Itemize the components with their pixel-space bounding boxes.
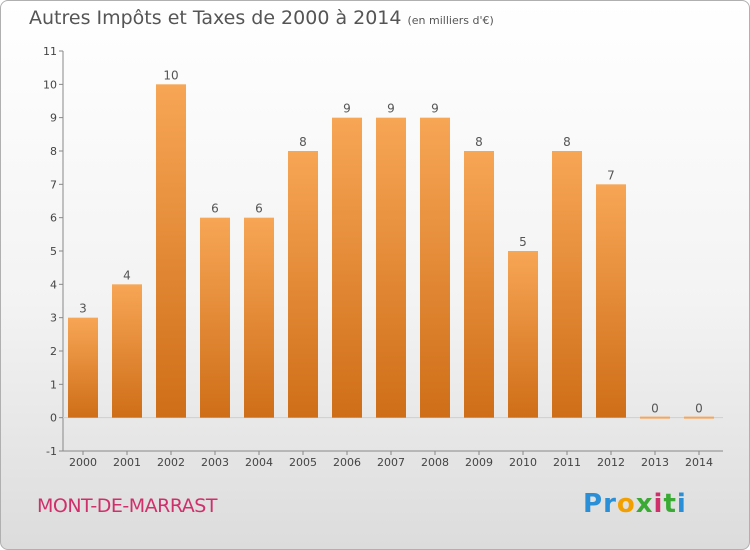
y-tick-label: 8 — [50, 145, 57, 158]
data-label: 4 — [123, 268, 131, 282]
bar — [420, 117, 450, 418]
y-tick-label: 11 — [43, 45, 57, 58]
x-tick-label: 2002 — [157, 456, 185, 469]
logo-letter: i — [653, 489, 664, 519]
bar — [112, 284, 142, 418]
bar — [332, 117, 362, 418]
logo-letter: P — [583, 489, 604, 519]
x-tick-label: 2013 — [641, 456, 669, 469]
y-tick-label: 6 — [50, 212, 57, 225]
x-tick-label: 2014 — [685, 456, 713, 469]
x-tick-label: 2007 — [377, 456, 405, 469]
data-label: 9 — [387, 102, 395, 116]
data-label: 9 — [431, 102, 439, 116]
commune-name: MONT-DE-MARRAST — [37, 495, 217, 517]
proxiti-logo: Proxiti — [583, 489, 687, 519]
logo-letter: r — [603, 489, 617, 519]
chart-title-text: Autres Impôts et Taxes de 2000 à 2014 — [29, 7, 402, 29]
logo-letter: x — [635, 489, 654, 519]
bar — [464, 151, 494, 418]
x-tick-label: 2000 — [69, 456, 97, 469]
chart-title: Autres Impôts et Taxes de 2000 à 2014 (en… — [29, 7, 494, 29]
data-label: 0 — [695, 402, 703, 416]
data-label: 8 — [299, 135, 307, 149]
bar — [68, 317, 98, 418]
bar — [200, 217, 230, 418]
data-label: 6 — [255, 202, 263, 216]
x-tick-label: 2001 — [113, 456, 141, 469]
y-tick-label: 4 — [50, 278, 57, 291]
data-label: 8 — [563, 135, 571, 149]
y-tick-label: 10 — [43, 78, 57, 91]
y-tick-label: 7 — [50, 178, 57, 191]
x-tick-label: 2012 — [597, 456, 625, 469]
bar — [552, 151, 582, 418]
chart-subtitle: (en milliers d'€) — [407, 14, 494, 27]
y-tick-label: 9 — [50, 112, 57, 125]
chart-bars — [68, 84, 714, 419]
x-tick-label: 2003 — [201, 456, 229, 469]
data-label: 7 — [607, 168, 615, 182]
bar — [288, 151, 318, 418]
y-tick-label: 1 — [50, 378, 57, 391]
data-label: 6 — [211, 202, 219, 216]
bar — [244, 217, 274, 418]
data-label: 9 — [343, 102, 351, 116]
x-tick-label: 2011 — [553, 456, 581, 469]
x-tick-label: 2010 — [509, 456, 537, 469]
data-label: 8 — [475, 135, 483, 149]
logo-letter: i — [676, 489, 687, 519]
x-tick-label: 2004 — [245, 456, 273, 469]
data-label: 5 — [519, 235, 527, 249]
y-tick-label: 3 — [50, 312, 57, 325]
x-tick-label: 2009 — [465, 456, 493, 469]
y-tick-label: 5 — [50, 245, 57, 258]
bar — [156, 84, 186, 418]
bar — [508, 251, 538, 418]
x-tick-label: 2008 — [421, 456, 449, 469]
logo-letter: t — [663, 489, 677, 519]
bar — [376, 117, 406, 418]
x-tick-label: 2005 — [289, 456, 317, 469]
data-label: 0 — [651, 402, 659, 416]
y-tick-label: -1 — [46, 445, 57, 458]
logo-letter: o — [616, 489, 636, 519]
data-label: 10 — [163, 68, 178, 82]
chart-labels: 3 4 10 6 6 8 9 9 9 8 5 8 7 0 0 — [79, 68, 703, 415]
bar — [596, 184, 626, 418]
y-tick-label: 2 — [50, 345, 57, 358]
x-tick-label: 2006 — [333, 456, 361, 469]
data-label: 3 — [79, 302, 87, 316]
y-tick-label: 0 — [50, 412, 57, 425]
